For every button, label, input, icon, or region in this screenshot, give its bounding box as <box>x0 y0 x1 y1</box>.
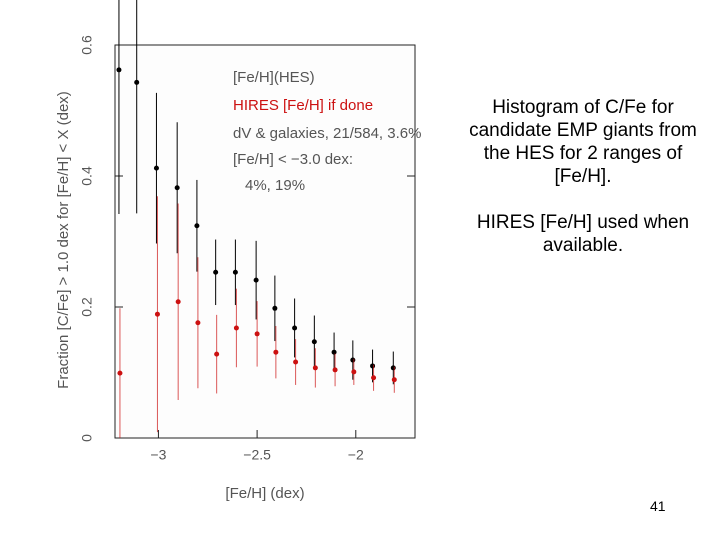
data-point <box>175 299 181 305</box>
data-point <box>371 375 377 381</box>
data-point <box>311 339 317 345</box>
data-point <box>154 311 160 317</box>
annotation: [Fe/H] < −3.0 dex: <box>233 151 353 168</box>
data-point <box>312 365 318 371</box>
data-point <box>332 367 338 373</box>
data-point <box>214 351 220 357</box>
data-point <box>116 67 122 73</box>
x-axis-label: [Fe/H] (dex) <box>225 485 304 502</box>
data-point <box>351 369 357 375</box>
y-axis-label: Fraction [C/Fe] > 1.0 dex for [Fe/H] < X… <box>55 91 72 389</box>
page-number: 41 <box>650 498 666 514</box>
data-point <box>350 357 356 363</box>
data-point <box>233 325 239 331</box>
plot-frame <box>114 44 416 439</box>
x-tick-label: −2 <box>348 447 364 463</box>
y-tick-label: 0.6 <box>79 35 95 55</box>
data-point <box>254 331 260 337</box>
data-point <box>273 349 279 355</box>
y-tick-label: 0 <box>79 434 95 442</box>
data-point <box>370 363 376 369</box>
data-point <box>272 305 278 311</box>
annotation: dV & galaxies, 21/584, 3.6% <box>233 125 421 142</box>
data-point <box>134 79 140 85</box>
legend-entry: HIRES [Fe/H] if done <box>233 97 373 114</box>
data-point <box>391 377 397 383</box>
data-point <box>213 269 219 275</box>
data-point <box>253 277 259 283</box>
data-point <box>195 320 201 326</box>
data-point <box>331 349 337 355</box>
data-point <box>174 185 180 191</box>
data-point <box>293 359 299 365</box>
data-point <box>232 269 238 275</box>
x-tick-label: −3 <box>150 447 166 463</box>
data-point <box>194 223 200 229</box>
chart: Fraction [C/Fe] > 1.0 dex for [Fe/H] < X… <box>55 0 421 502</box>
data-point <box>390 365 396 371</box>
paragraph: HIRES [Fe/H] used when available. <box>476 212 690 256</box>
x-tick-label: −2.5 <box>243 447 271 463</box>
slide-text: Histogram of C/Fe for candidate EMP gian… <box>468 96 698 280</box>
data-point <box>117 370 123 376</box>
legend-entry: [Fe/H](HES) <box>233 69 315 86</box>
y-tick-label: 0.4 <box>79 166 95 186</box>
data-point <box>153 165 159 171</box>
data-point <box>292 325 298 331</box>
y-tick-label: 0.2 <box>79 297 95 317</box>
annotation: 4%, 19% <box>245 177 305 194</box>
paragraph: Histogram of C/Fe for candidate EMP gian… <box>469 97 697 187</box>
